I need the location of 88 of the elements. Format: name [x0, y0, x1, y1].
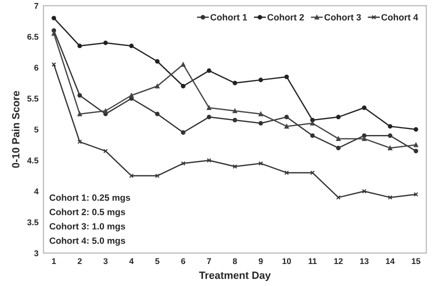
point — [310, 120, 315, 126]
point — [180, 161, 186, 166]
x-tick-label: 11 — [308, 258, 317, 264]
x-tick-label: 9 — [258, 258, 263, 264]
point — [362, 133, 366, 138]
point — [206, 158, 212, 163]
y-tick-label: 5.5 — [27, 96, 38, 102]
point — [155, 59, 160, 64]
point — [206, 114, 212, 120]
point — [103, 148, 108, 154]
y-tick-label: 7 — [34, 3, 38, 9]
point — [284, 170, 289, 175]
point — [232, 108, 238, 114]
point — [388, 195, 392, 200]
x-tick-label: 12 — [334, 258, 343, 264]
point — [77, 112, 82, 116]
legend-label: Cohort 3 — [324, 14, 361, 20]
point — [232, 164, 238, 169]
point — [180, 62, 186, 67]
annotation: Cohort 3: 1.0 mgs — [50, 222, 126, 232]
point — [180, 130, 186, 135]
x-tick-label: 10 — [282, 258, 291, 264]
point — [362, 106, 366, 110]
point — [206, 68, 212, 73]
point — [77, 140, 82, 144]
legend-label: Cohort 4 — [381, 14, 418, 20]
x-tick-label: 3 — [103, 258, 108, 264]
point — [77, 93, 82, 98]
point — [103, 40, 108, 46]
annotation: Cohort 2: 0.5 mgs — [50, 208, 126, 217]
point — [362, 136, 366, 141]
x-tick-label: 14 — [386, 258, 395, 264]
point — [336, 136, 341, 141]
point — [155, 84, 160, 88]
y-axis-title: 0-10 Pain Score — [12, 90, 20, 168]
x-tick-label: 7 — [207, 258, 211, 264]
point — [414, 142, 418, 148]
point — [388, 124, 392, 129]
point — [232, 118, 238, 122]
point — [362, 189, 366, 194]
point — [52, 16, 56, 20]
annotation: Cohort 4: 5.0 mgs — [50, 237, 126, 246]
point — [336, 195, 341, 200]
point — [336, 114, 341, 120]
point — [129, 44, 134, 48]
point — [388, 146, 392, 150]
x-tick-label: 13 — [360, 258, 369, 264]
y-tick-label: 3.5 — [27, 219, 38, 226]
point — [129, 174, 134, 178]
x-tick-label: 6 — [181, 258, 186, 264]
point — [414, 127, 418, 132]
y-tick-label: 6 — [34, 64, 38, 71]
point — [77, 44, 82, 48]
point — [180, 84, 186, 88]
x-axis-title: Treatment Day — [199, 272, 271, 282]
point — [52, 28, 56, 33]
point — [310, 170, 315, 175]
point — [258, 161, 264, 166]
x-tick-label: 1 — [52, 258, 56, 264]
x-tick-label: 5 — [155, 258, 160, 264]
point — [129, 93, 134, 98]
x-tick-label: 4 — [129, 258, 134, 264]
point — [258, 120, 264, 126]
point — [258, 112, 264, 116]
annotation: Cohort 1: 0.25 mgs — [50, 194, 130, 203]
point — [103, 108, 108, 114]
point — [232, 80, 238, 86]
y-tick-label: 3 — [34, 250, 38, 256]
legend-label: Cohort 2 — [267, 14, 304, 20]
x-tick-label: 2 — [78, 258, 82, 264]
point — [284, 124, 289, 129]
y-tick-label: 4.5 — [27, 158, 38, 164]
y-tick-label: 4 — [34, 188, 39, 194]
point — [388, 133, 392, 138]
point — [414, 148, 418, 154]
point — [284, 114, 289, 120]
x-tick-label: 15 — [412, 258, 420, 264]
point — [155, 174, 160, 178]
point — [284, 74, 289, 80]
x-tick-label: 8 — [232, 258, 237, 264]
point — [52, 31, 56, 36]
point — [310, 133, 315, 138]
legend-label: Cohort 1 — [210, 14, 248, 20]
point — [336, 146, 341, 150]
y-tick-label: 5 — [34, 126, 38, 133]
point — [258, 78, 264, 82]
y-tick-label: 6.5 — [27, 34, 38, 40]
point — [155, 112, 160, 116]
